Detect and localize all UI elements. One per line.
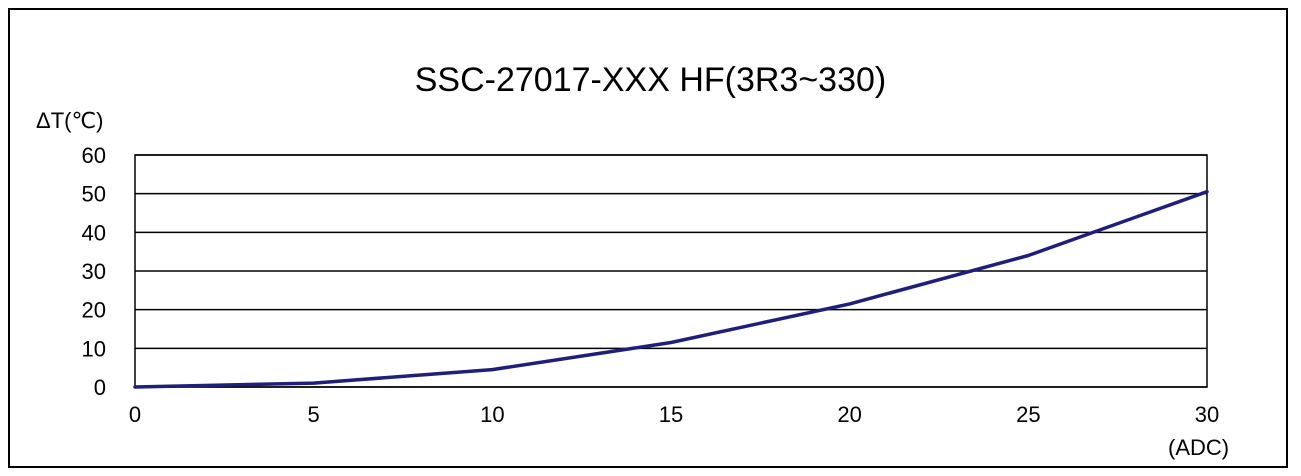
x-tick-label: 10 <box>480 402 504 427</box>
x-tick-label: 5 <box>308 402 320 427</box>
y-tick-label: 0 <box>94 375 106 400</box>
y-tick-label: 60 <box>82 143 106 168</box>
x-tick-label: 0 <box>129 402 141 427</box>
x-tick-label: 30 <box>1195 402 1219 427</box>
plot-area-border <box>134 154 1208 388</box>
y-axis-label: ΔT(℃) <box>36 108 104 133</box>
chart-title: SSC-27017-XXX HF(3R3~330) <box>414 61 887 99</box>
x-tick-label: 25 <box>1016 402 1040 427</box>
y-tick-label: 20 <box>82 298 106 323</box>
x-axis-label: (ADC) <box>1168 435 1230 460</box>
x-tick-label: 15 <box>659 402 683 427</box>
x-tick-label: 20 <box>837 402 861 427</box>
y-tick-label: 50 <box>82 182 106 207</box>
series-line-0 <box>133 189 1209 389</box>
y-tick-label: 40 <box>82 220 106 245</box>
y-tick-label: 10 <box>82 336 106 361</box>
y-tick-label: 30 <box>82 259 106 284</box>
